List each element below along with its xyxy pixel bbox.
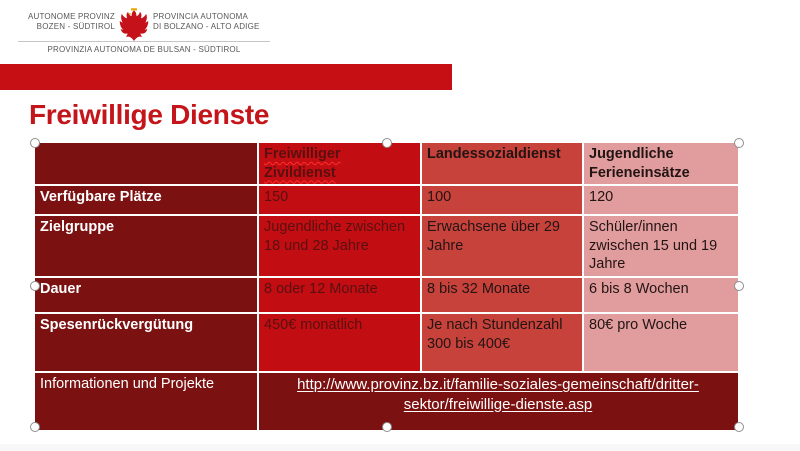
cell-zielgruppe-landessozialdienst[interactable]: Erwachsene über 29 Jahre xyxy=(420,214,584,279)
cell-dauer-landessozialdienst[interactable]: 8 bis 32 Monate xyxy=(420,276,584,315)
header-cell-ferieneinsaetze[interactable]: Jugendliche Ferieneinsätze xyxy=(582,141,739,187)
cell-plaetze-zivildienst[interactable]: 150 xyxy=(257,184,422,217)
row-label-informationen[interactable]: Informationen und Projekte xyxy=(34,371,259,432)
info-projects-link[interactable]: http://www.provinz.bz.it/familie-soziale… xyxy=(297,376,699,413)
cell-dauer-zivildienst[interactable]: 8 oder 12 Monate xyxy=(257,276,422,315)
cell-spesen-zivildienst[interactable]: 450€ monatlich xyxy=(257,312,422,374)
services-table-grid: Freiwilliger Zivildienst Landessozialdie… xyxy=(34,141,739,432)
province-logo: AUTONOME PROVINZ BOZEN - SÜDTIROL PROVIN… xyxy=(18,7,270,54)
cell-zielgruppe-zivildienst[interactable]: Jugendliche zwischen 18 und 28 Jahre xyxy=(257,214,422,279)
cell-info-link: http://www.provinz.bz.it/familie-soziale… xyxy=(257,371,739,432)
selection-handle-bottom-left[interactable] xyxy=(30,422,40,432)
logo-text-german: AUTONOME PROVINZ BOZEN - SÜDTIROL xyxy=(18,7,115,32)
logo-it-line1: PROVINCIA AUTONOMA xyxy=(153,12,249,21)
slide-bottom-margin xyxy=(0,444,800,451)
row-label-dauer[interactable]: Dauer xyxy=(34,276,259,315)
table-row: Dauer 8 oder 12 Monate 8 bis 32 Monate 6… xyxy=(34,276,739,315)
logo-divider xyxy=(18,41,270,42)
cell-plaetze-ferieneinsaetze[interactable]: 120 xyxy=(582,184,739,217)
logo-text-ladin: PROVINZIA AUTONOMA DE BULSAN - SÜDTIROL xyxy=(47,45,241,54)
services-table[interactable]: Freiwilliger Zivildienst Landessozialdie… xyxy=(30,138,744,432)
row-label-spesen[interactable]: Spesenrückvergütung xyxy=(34,312,259,374)
table-footer-row: Informationen und Projekte http://www.pr… xyxy=(34,371,739,432)
header-cell-landessozialdienst[interactable]: Landessozialdienst xyxy=(420,141,584,187)
table-row: Zielgruppe Jugendliche zwischen 18 und 2… xyxy=(34,214,739,279)
selection-handle-top-center[interactable] xyxy=(381,138,392,148)
table-row: Spesenrückvergütung 450€ monatlich Je na… xyxy=(34,312,739,374)
header-cell-zivildienst[interactable]: Freiwilliger Zivildienst xyxy=(257,141,422,187)
accent-bar xyxy=(0,64,452,90)
cell-dauer-ferieneinsaetze[interactable]: 6 bis 8 Wochen xyxy=(582,276,739,315)
logo-text-italian: PROVINCIA AUTONOMA DI BOLZANO - ALTO ADI… xyxy=(153,7,265,32)
cell-plaetze-landessozialdienst[interactable]: 100 xyxy=(420,184,584,217)
row-label-zielgruppe[interactable]: Zielgruppe xyxy=(34,214,259,279)
cell-zielgruppe-ferieneinsaetze[interactable]: Schüler/innen zwischen 15 und 19 Jahre xyxy=(582,214,739,279)
selection-handle-bottom-center[interactable] xyxy=(381,422,392,432)
tyrol-eagle-icon xyxy=(119,8,149,41)
logo-it-line2: DI BOLZANO - ALTO ADIGE xyxy=(153,22,260,31)
selection-handle-middle-right[interactable] xyxy=(734,280,744,291)
selection-handle-top-left[interactable] xyxy=(30,138,40,148)
row-label-plaetze[interactable]: Verfügbare Plätze xyxy=(34,184,259,217)
logo-de-line1: AUTONOME PROVINZ xyxy=(27,12,115,21)
cell-spesen-landessozialdienst[interactable]: Je nach Stundenzahl 300 bis 400€ xyxy=(420,312,584,374)
table-header-row: Freiwilliger Zivildienst Landessozialdie… xyxy=(34,141,739,187)
cell-spesen-ferieneinsaetze[interactable]: 80€ pro Woche xyxy=(582,312,739,374)
slide-title[interactable]: Freiwillige Dienste xyxy=(29,99,270,130)
table-row: Verfügbare Plätze 150 100 120 xyxy=(34,184,739,217)
logo-de-line2: BOZEN - SÜDTIROL xyxy=(36,22,115,31)
selection-handle-middle-left[interactable] xyxy=(30,280,40,291)
header-zivildienst-label: Freiwilliger Zivildienst xyxy=(264,146,341,181)
selection-handle-bottom-right[interactable] xyxy=(734,422,744,432)
table-corner-cell[interactable] xyxy=(34,141,259,187)
selection-handle-top-right[interactable] xyxy=(734,138,744,148)
